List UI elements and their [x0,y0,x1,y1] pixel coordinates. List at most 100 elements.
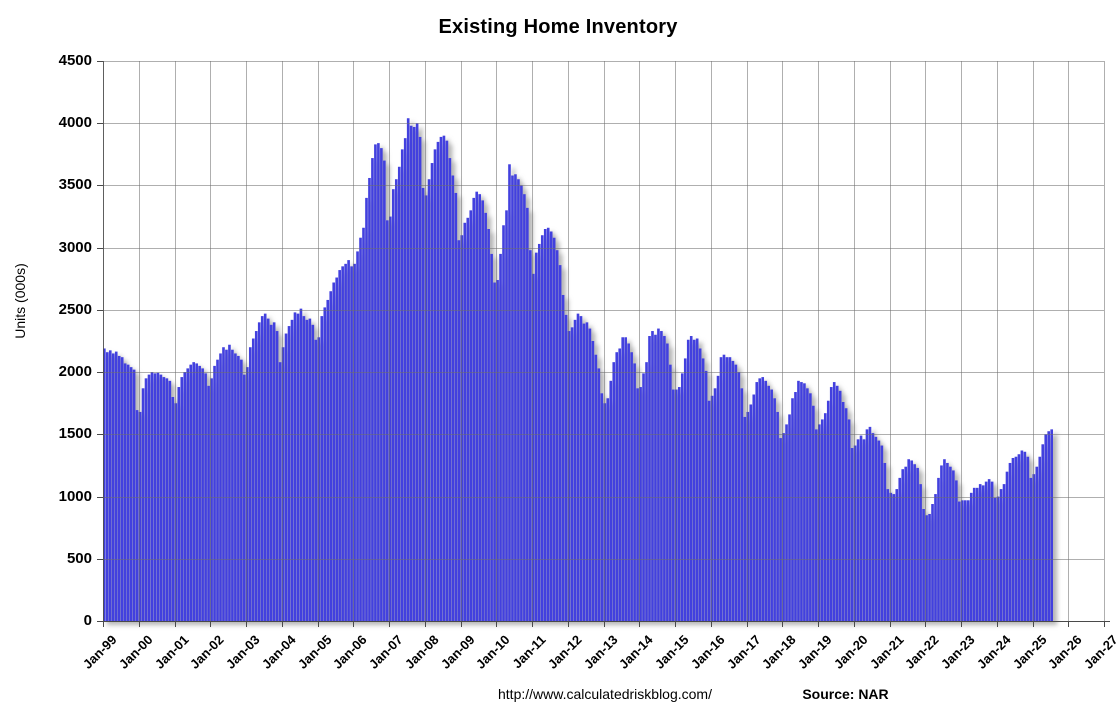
bar [293,312,297,621]
bar [850,448,854,621]
bar [511,175,514,622]
bar [409,125,413,622]
bar [961,500,964,621]
bar [144,378,148,621]
bar [663,336,666,621]
bar [561,294,565,621]
bar [570,327,574,621]
bar [940,465,943,621]
bar [394,179,398,621]
bar [103,348,106,621]
bar [263,313,267,621]
bar [314,339,318,621]
bar [716,375,720,621]
bar [436,141,440,621]
bar [630,352,633,621]
bar [806,388,809,621]
bar [809,393,812,621]
y-tick-label: 4000 [58,114,92,132]
bar [749,404,753,621]
bar [576,313,580,621]
bar [260,316,264,621]
bar [624,337,627,621]
bar [621,337,625,621]
bar [865,429,869,621]
bar [734,364,738,621]
bar [597,368,601,621]
bar [1029,477,1033,621]
bar [898,477,902,621]
bar [600,393,604,621]
bar [672,389,675,621]
bar [514,174,517,622]
bar [341,266,344,621]
bar [585,322,589,621]
bar [326,299,330,621]
bar [767,385,770,621]
bar [943,459,946,621]
bar [657,328,660,621]
bar [761,377,765,621]
bar [835,385,839,621]
bar [999,489,1003,621]
bar [353,263,356,621]
bar [1047,431,1051,621]
bar [803,383,806,621]
bar [162,377,166,621]
bar [269,324,273,621]
bar [490,253,493,621]
bar [454,192,458,621]
bar [189,364,193,621]
bar [791,398,794,621]
bar [543,229,547,621]
bar [1008,462,1012,621]
bar [254,331,258,621]
bar [141,388,145,621]
chart-title: Existing Home Inventory [438,16,678,38]
bar [946,462,949,621]
y-tick-label: 4500 [58,52,92,69]
bar [758,378,762,621]
bar [666,343,669,621]
bar [782,433,785,621]
y-tick-label: 2000 [58,363,92,381]
bar [335,277,339,621]
bar [377,143,380,621]
bar [707,400,711,621]
bar [752,394,756,621]
bar [737,372,741,621]
bar [1023,451,1027,621]
bar [248,347,252,621]
bar [618,348,622,621]
bar [391,189,395,621]
bar [138,411,142,621]
bar [219,353,222,621]
bar [210,378,213,621]
bar [785,424,788,621]
bar [886,489,890,621]
bar [105,352,109,621]
bar [966,500,970,621]
bar [1041,444,1045,621]
bar [499,253,502,621]
bar [648,336,651,621]
bar [615,352,619,621]
bar [812,405,815,621]
bar [311,324,315,621]
bar [198,365,201,621]
bar [177,387,181,621]
bar [594,354,598,621]
bar [549,231,553,622]
bar [231,349,234,621]
bar [701,358,705,621]
bar [1038,456,1042,621]
bar [207,385,210,621]
bar [216,359,219,621]
bar [844,408,848,621]
bar [731,360,735,621]
bar [564,314,568,621]
bar [526,207,529,621]
bar [400,149,404,622]
y-tick-label: 1500 [58,425,92,443]
